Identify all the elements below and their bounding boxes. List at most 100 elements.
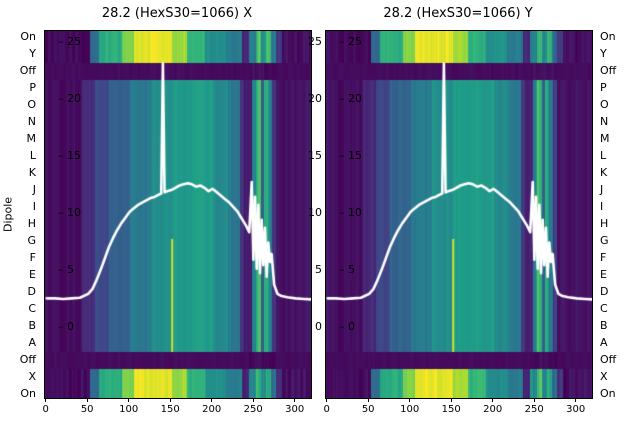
inner-value-tick-20: – 20 xyxy=(339,92,362,105)
x-tick-label-50: 50 xyxy=(80,404,94,415)
inner-value-tick-5: – 5 xyxy=(339,263,355,276)
row-label-off-2: Off xyxy=(19,64,36,77)
heatmap-panel-x: – 25 – 20 – 15 – 10 – 5 – 0 xyxy=(44,30,312,399)
inner-value-tick-15: – 15 xyxy=(58,149,81,162)
x-tick-mark-150 xyxy=(169,398,171,402)
inner-value-tick-25: – 25 xyxy=(58,35,81,48)
row-label-on-0: On xyxy=(600,30,616,43)
inner-value-tick-20: – 20 xyxy=(58,92,81,105)
row-label-j-9: J xyxy=(32,183,36,196)
row-label-off-2: Off xyxy=(600,64,617,77)
row-label-o-4: O xyxy=(600,98,609,111)
panel-y-title: 28.2 (HexS30=1066) Y xyxy=(383,6,533,21)
row-label-e-14: E xyxy=(600,268,607,281)
x-tick-label-200: 200 xyxy=(202,404,222,415)
row-label-h-11: H xyxy=(600,217,609,230)
row-label-i-10: I xyxy=(32,200,36,213)
heatmap-canvas-x xyxy=(44,30,312,399)
x-tick-label-300: 300 xyxy=(285,404,305,415)
row-label-y-1: Y xyxy=(600,47,607,60)
row-label-p-3: P xyxy=(29,81,36,94)
value-tick-25: 25 xyxy=(308,35,322,48)
x-tick-mark-200 xyxy=(211,398,213,402)
row-label-o-4: O xyxy=(27,98,36,111)
panel-x-title: 28.2 (HexS30=1066) X xyxy=(101,6,253,21)
row-label-x-20: X xyxy=(600,370,608,383)
value-tick-20: 20 xyxy=(308,92,322,105)
x-tick-mark-250 xyxy=(533,398,535,402)
row-label-on-21: On xyxy=(600,387,616,400)
x-tick-label-200: 200 xyxy=(483,404,503,415)
row-label-b-17: B xyxy=(600,319,608,332)
x-tick-mark-0 xyxy=(45,398,47,402)
x-tick-label-0: 0 xyxy=(323,404,330,415)
row-label-d-15: D xyxy=(600,285,609,298)
row-label-p-3: P xyxy=(600,81,607,94)
row-labels-left: On Y Off P O N M L K J I H G F E D C B A Off X On xyxy=(0,0,40,440)
value-tick-10: 10 xyxy=(308,206,322,219)
x-tick-label-150: 150 xyxy=(160,404,180,415)
x-tick-mark-100 xyxy=(128,398,130,402)
row-label-x-20: X xyxy=(28,370,36,383)
row-label-e-14: E xyxy=(29,268,36,281)
x-tick-label-250: 250 xyxy=(524,404,544,415)
x-tick-label-100: 100 xyxy=(400,404,420,415)
heatmap-canvas-y xyxy=(325,30,593,399)
x-axis-panel-y: 0 50 100 150 200 250 300 xyxy=(324,397,593,421)
row-label-k-8: K xyxy=(28,166,36,179)
row-label-n-5: N xyxy=(27,115,36,128)
value-axis-ticks: 25 20 15 10 5 0 xyxy=(298,0,322,440)
x-tick-mark-100 xyxy=(409,398,411,402)
row-label-k-8: K xyxy=(600,166,608,179)
row-label-h-11: H xyxy=(27,217,36,230)
row-label-off-19: Off xyxy=(19,353,36,366)
x-tick-mark-50 xyxy=(86,398,88,402)
row-label-j-9: J xyxy=(600,183,604,196)
inner-value-tick-0: – 0 xyxy=(339,320,355,333)
row-label-m-6: M xyxy=(26,132,37,145)
x-tick-label-300: 300 xyxy=(566,404,586,415)
inner-value-tick-25: – 25 xyxy=(339,35,362,48)
row-label-y-1: Y xyxy=(29,47,36,60)
row-label-d-15: D xyxy=(27,285,36,298)
x-tick-mark-300 xyxy=(294,398,296,402)
row-label-off-19: Off xyxy=(600,353,617,366)
value-tick-5: 5 xyxy=(315,263,322,276)
x-tick-mark-200 xyxy=(492,398,494,402)
row-label-on-21: On xyxy=(20,387,36,400)
x-tick-label-150: 150 xyxy=(441,404,461,415)
row-label-g-12: G xyxy=(27,234,36,247)
x-tick-label-50: 50 xyxy=(361,404,375,415)
row-label-a-18: A xyxy=(28,336,36,349)
x-axis-panel-x: 0 50 100 150 200 250 300 xyxy=(43,397,312,421)
row-label-c-16: C xyxy=(28,302,36,315)
inner-value-tick-15: – 15 xyxy=(339,149,362,162)
inner-value-tick-10: – 10 xyxy=(58,206,81,219)
row-labels-right: On Y Off P O N M L K J I H G F E D C B A Off X On xyxy=(598,0,640,440)
x-tick-label-250: 250 xyxy=(243,404,263,415)
row-label-i-10: I xyxy=(600,200,604,213)
row-label-m-6: M xyxy=(600,132,610,145)
row-label-n-5: N xyxy=(600,115,609,128)
x-tick-mark-300 xyxy=(575,398,577,402)
x-tick-label-0: 0 xyxy=(42,404,49,415)
inner-value-tick-0: – 0 xyxy=(58,320,74,333)
x-tick-mark-50 xyxy=(367,398,369,402)
x-tick-mark-250 xyxy=(252,398,254,402)
row-label-on-0: On xyxy=(20,30,36,43)
row-label-f-13: F xyxy=(29,251,36,264)
value-tick-0: 0 xyxy=(315,320,322,333)
value-tick-15: 15 xyxy=(308,149,322,162)
row-label-a-18: A xyxy=(600,336,608,349)
row-label-f-13: F xyxy=(600,251,607,264)
inner-value-tick-10: – 10 xyxy=(339,206,362,219)
inner-value-tick-5: – 5 xyxy=(58,263,74,276)
heatmap-panel-y: – 25 – 20 – 15 – 10 – 5 – 0 xyxy=(325,30,593,399)
x-tick-mark-0 xyxy=(326,398,328,402)
row-label-l-7: L xyxy=(600,149,607,162)
row-label-g-12: G xyxy=(600,234,609,247)
row-label-c-16: C xyxy=(600,302,608,315)
row-label-b-17: B xyxy=(28,319,36,332)
x-tick-label-100: 100 xyxy=(119,404,139,415)
